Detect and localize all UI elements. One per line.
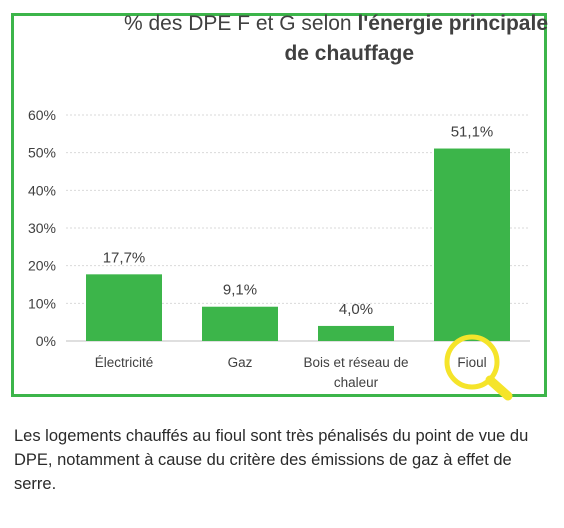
chart-title-regular: % des DPE F et G selon — [124, 12, 358, 35]
y-tick-label: 30% — [28, 220, 56, 236]
bar — [318, 325, 394, 341]
x-tick-label: Fioul — [457, 355, 486, 370]
chart-title-line-1: % des DPE F et G selon l'énergie princip… — [124, 12, 548, 36]
data-label: 9,1% — [223, 282, 257, 299]
caption-text: Les logements chauffés au fioul sont trè… — [14, 427, 529, 493]
y-tick-label: 50% — [28, 145, 56, 161]
bar — [202, 306, 278, 341]
x-tick-label: chaleur — [334, 375, 379, 390]
data-label: 17,7% — [103, 249, 146, 266]
bar — [434, 148, 510, 341]
bar — [86, 274, 162, 341]
data-label: 4,0% — [339, 301, 373, 318]
y-tick-label: 10% — [28, 295, 56, 311]
y-tick-label: 60% — [28, 107, 56, 123]
x-tick-label: Électricité — [95, 355, 154, 370]
chart-title-bold-1: l'énergie principale — [357, 12, 548, 35]
y-tick-label: 20% — [28, 258, 56, 274]
y-tick-label: 0% — [36, 333, 56, 349]
chart-title-bold-2: de chauffage — [284, 42, 414, 65]
magnifier-lens — [444, 334, 500, 390]
magnifier-icon — [444, 334, 513, 401]
x-tick-label: Gaz — [228, 355, 253, 370]
x-tick-label: Bois et réseau de — [303, 355, 408, 370]
y-tick-label: 40% — [28, 182, 56, 198]
magnifier-handle — [485, 375, 513, 401]
data-label: 51,1% — [451, 124, 494, 141]
